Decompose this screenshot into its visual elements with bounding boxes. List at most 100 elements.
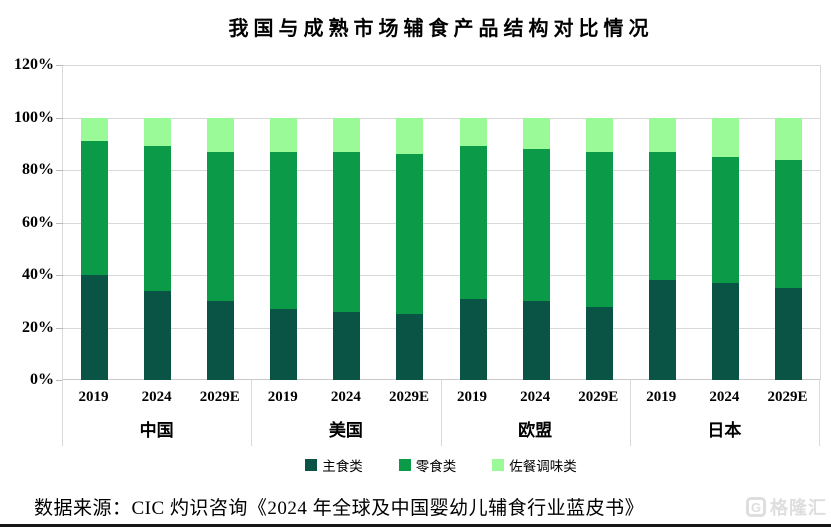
- group-separator: [440, 380, 442, 446]
- bar-segment-佐餐调味类: [270, 117, 298, 152]
- bar-segment-零食类: [648, 151, 676, 281]
- stacked-bar: [459, 117, 487, 380]
- stacked-bar: [144, 117, 172, 380]
- axis-tick: [56, 380, 63, 381]
- stacked-bar: [396, 117, 424, 380]
- legend-swatch: [398, 459, 411, 471]
- gridline: [63, 275, 820, 276]
- group-separator: [629, 380, 631, 446]
- gelonghui-g-icon: G: [746, 497, 766, 517]
- stacked-bar: [774, 117, 802, 380]
- bar-segment-佐餐调味类: [81, 117, 109, 142]
- legend-item: 佐餐调味类: [492, 455, 577, 475]
- year-label: 2024: [141, 389, 172, 405]
- legend-label: 主食类: [322, 459, 363, 474]
- gridline: [63, 222, 820, 224]
- bar-segment-零食类: [585, 151, 613, 307]
- stacked-bar: [270, 117, 298, 380]
- year-label: 2024: [330, 389, 361, 405]
- year-label: 2019: [78, 389, 109, 405]
- bar-segment-零食类: [333, 151, 361, 312]
- watermark-logo: G 格隆汇: [746, 494, 827, 520]
- bar-segment-佐餐调味类: [333, 117, 361, 152]
- bar-segment-佐餐调味类: [711, 117, 739, 157]
- legend-label: 佐餐调味类: [509, 459, 577, 474]
- group-separator: [251, 380, 253, 446]
- bar-segment-主食类: [522, 301, 550, 380]
- bar-segment-主食类: [711, 282, 739, 380]
- legend-swatch: [492, 459, 505, 471]
- bar-segment-主食类: [585, 306, 613, 380]
- axis-tick: [56, 222, 63, 224]
- stacked-bar: [207, 117, 235, 380]
- axis-tick: [56, 170, 63, 171]
- bar-segment-零食类: [396, 154, 424, 315]
- y-tick-label: 120%: [14, 56, 54, 73]
- y-tick-label: 40%: [22, 266, 54, 283]
- year-label: 2029E: [578, 389, 619, 405]
- bar-segment-佐餐调味类: [648, 117, 676, 152]
- bar-segment-零食类: [711, 156, 739, 283]
- bar-segment-佐餐调味类: [396, 117, 424, 155]
- y-tick-label: 20%: [22, 318, 54, 336]
- bar-segment-佐餐调味类: [522, 117, 550, 149]
- group-label: 中国: [139, 421, 174, 440]
- axis-tick: [56, 327, 63, 329]
- bar-segment-主食类: [774, 288, 802, 380]
- year-label: 2029E: [199, 389, 240, 405]
- source-note: 数据来源：CIC 灼识咨询《2024 年全球及中国婴幼儿辅食行业蓝皮书》: [34, 498, 645, 519]
- legend-swatch: [305, 459, 318, 471]
- legend-item: 零食类: [398, 455, 457, 475]
- stacked-bar: [648, 117, 676, 380]
- stacked-bar: [522, 117, 550, 380]
- stacked-bar: [333, 117, 361, 380]
- y-tick-label: 60%: [22, 213, 54, 231]
- y-tick-label: 0%: [30, 371, 54, 388]
- bar-segment-佐餐调味类: [459, 117, 487, 147]
- bar-segment-佐餐调味类: [774, 117, 802, 160]
- year-label: 2024: [520, 389, 551, 405]
- bar-segment-主食类: [396, 314, 424, 380]
- legend: 主食类 零食类 佐餐调味类: [62, 455, 820, 475]
- bar-segment-主食类: [459, 298, 487, 380]
- year-label: 2024: [709, 389, 740, 405]
- plot-area: [56, 65, 821, 381]
- group-label: 欧盟: [518, 421, 553, 440]
- gridline: [63, 117, 820, 119]
- axis-tick: [56, 275, 63, 276]
- bar-segment-零食类: [459, 146, 487, 299]
- gridline: [63, 327, 820, 329]
- bar-segment-主食类: [333, 311, 361, 380]
- group-label: 日本: [707, 421, 742, 440]
- year-label: 2019: [646, 389, 677, 405]
- bar-segment-主食类: [144, 290, 172, 380]
- gridline: [63, 170, 820, 171]
- y-tick-label: 80%: [22, 161, 54, 178]
- axis-tick: [56, 65, 63, 66]
- bar-segment-零食类: [207, 151, 235, 302]
- legend-item: 主食类: [305, 455, 363, 475]
- bar-segment-佐餐调味类: [144, 117, 172, 147]
- stacked-bar: [711, 117, 739, 380]
- bar-segment-主食类: [207, 301, 235, 380]
- bar-segment-零食类: [144, 146, 172, 291]
- x-axis-line: [63, 379, 820, 380]
- year-label: 2029E: [767, 389, 808, 405]
- bar-segment-佐餐调味类: [207, 117, 235, 152]
- bar-segment-佐餐调味类: [585, 117, 613, 152]
- bar-segment-零食类: [522, 149, 550, 302]
- y-tick-label: 100%: [14, 108, 54, 126]
- group-separator: [62, 380, 63, 446]
- gridline: [63, 65, 820, 66]
- legend-label: 零食类: [415, 459, 457, 474]
- axis-tick: [56, 117, 63, 119]
- bar-segment-零食类: [270, 151, 298, 310]
- year-label: 2019: [267, 389, 298, 405]
- bar-segment-主食类: [270, 309, 298, 380]
- year-label: 2019: [457, 389, 488, 405]
- stacked-bar: [585, 117, 613, 380]
- stacked-bar: [81, 117, 109, 380]
- bar-segment-零食类: [774, 159, 802, 289]
- group-label: 美国: [328, 421, 363, 440]
- group-separator: [819, 380, 820, 446]
